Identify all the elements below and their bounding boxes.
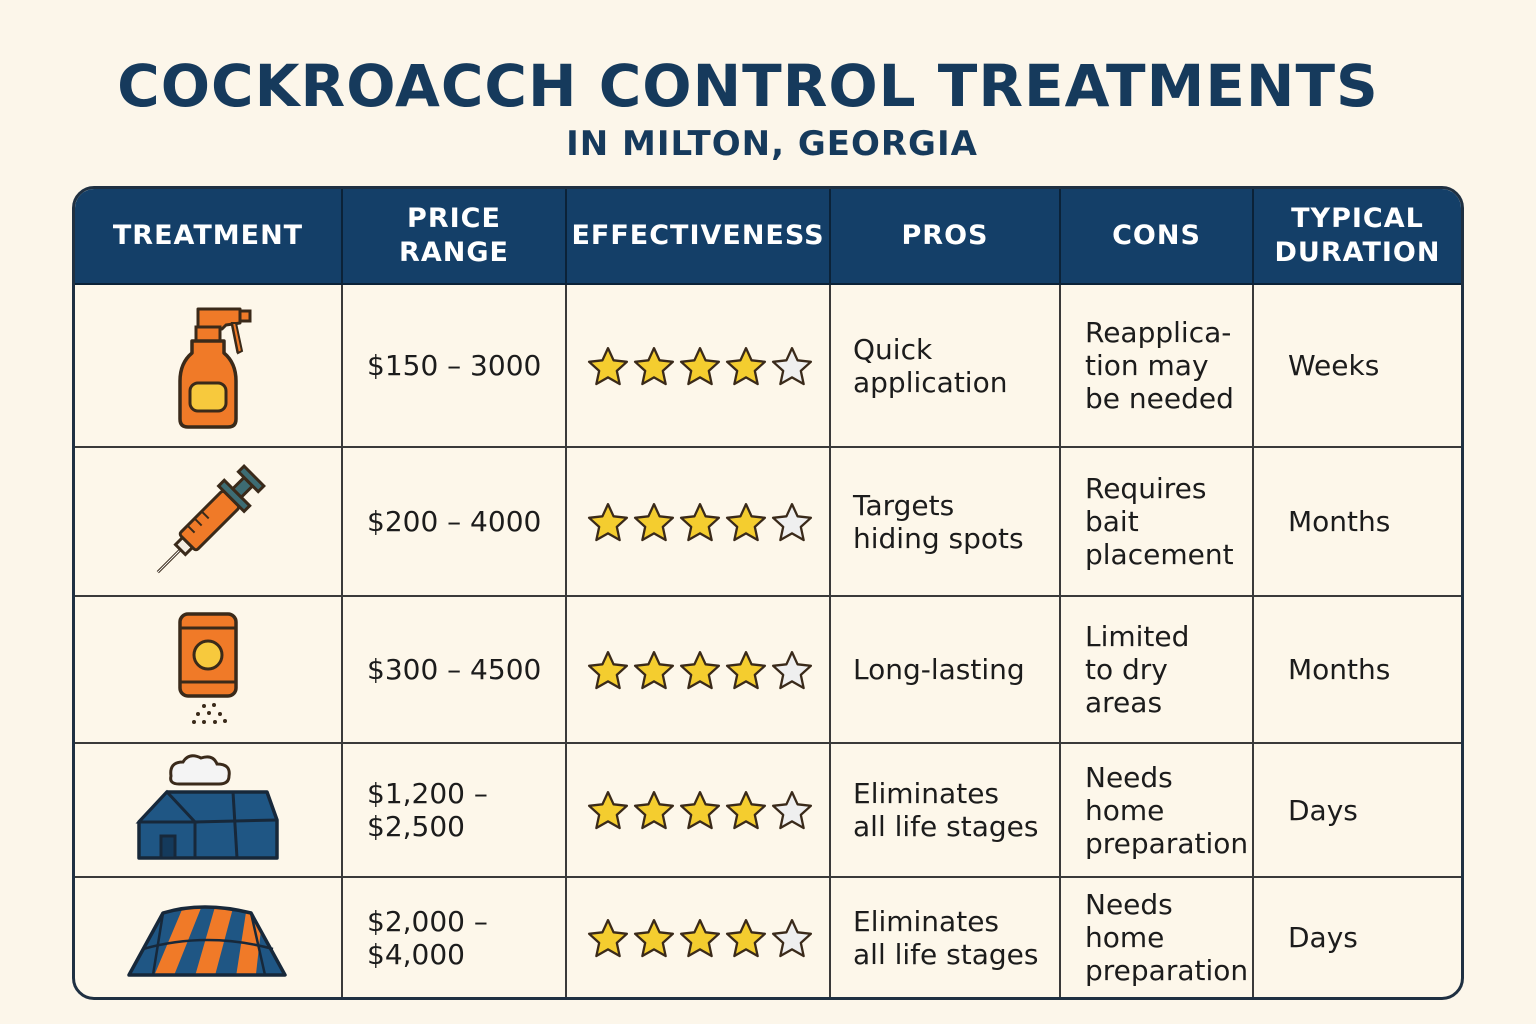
star-filled-icon: [587, 918, 629, 957]
table-row-5-rating: [567, 878, 831, 997]
table-row-3-rating: [567, 597, 831, 744]
star-empty-icon: [771, 346, 813, 385]
star-filled-icon: [679, 502, 721, 541]
table-row-2-duration: Months: [1254, 448, 1461, 597]
table-row-4-rating: [567, 744, 831, 878]
star-filled-icon: [633, 502, 675, 541]
table-row-1-price: $150 – 3000: [343, 285, 567, 448]
header-typical-duration: TYPICAL DURATION: [1254, 189, 1461, 285]
powder-canister-icon: [178, 611, 238, 724]
star-filled-icon: [679, 918, 721, 957]
table-row-3-price: $300 – 4500: [343, 597, 567, 744]
star-empty-icon: [771, 502, 813, 541]
star-filled-icon: [587, 346, 629, 385]
table-row-3-cons: Limited to dry areas: [1061, 597, 1254, 744]
table-row-1-treatment: [75, 285, 343, 448]
header-cons: CONS: [1061, 189, 1254, 285]
table-row-2-rating: [567, 448, 831, 597]
star-empty-icon: [771, 650, 813, 689]
star-filled-icon: [587, 790, 629, 830]
fumigation-house-icon: [135, 754, 279, 860]
header-price-range: PRICE RANGE: [343, 189, 567, 285]
table-row-5-price: $2,000 – $4,000: [343, 878, 567, 997]
star-filled-icon: [633, 650, 675, 689]
treatments-table: TREATMENT PRICE RANGE EFFECTIVENESS PROS…: [72, 186, 1464, 1000]
table-row-1-rating: [567, 285, 831, 448]
table-row-2-treatment: [75, 448, 343, 597]
star-filled-icon: [633, 346, 675, 385]
table-row-5-treatment: [75, 878, 343, 997]
table-row-4-price: $1,200 – $2,500: [343, 744, 567, 878]
table-row-2-cons: Requires bait placement: [1061, 448, 1254, 597]
table-row-5-pros: Eliminates all life stages: [831, 878, 1061, 997]
table-row-1-duration: Weeks: [1254, 285, 1461, 448]
table-row-4-duration: Days: [1254, 744, 1461, 878]
table-row-4-treatment: [75, 744, 343, 878]
star-filled-icon: [679, 790, 721, 830]
star-empty-icon: [771, 790, 813, 830]
table-row-2-price: $200 – 4000: [343, 448, 567, 597]
header-treatment: TREATMENT: [75, 189, 343, 285]
table-row-5-cons: Needs home preparation: [1061, 878, 1254, 997]
page-title: COCKROACCH CONTROL TREATMENTS: [117, 52, 1379, 120]
table-row-3-treatment: [75, 597, 343, 744]
table-row-1-pros: Quick application: [831, 285, 1061, 448]
header-pros: PROS: [831, 189, 1061, 285]
header-effectiveness: EFFECTIVENESS: [567, 189, 831, 285]
star-filled-icon: [633, 918, 675, 957]
star-filled-icon: [587, 502, 629, 541]
table-row-3-duration: Months: [1254, 597, 1461, 744]
star-filled-icon: [633, 790, 675, 830]
table-row-4-pros: Eliminates all life stages: [831, 744, 1061, 878]
star-filled-icon: [725, 790, 767, 830]
star-filled-icon: [679, 650, 721, 689]
syringe-icon: [156, 463, 266, 573]
star-empty-icon: [771, 918, 813, 957]
table-row-3-pros: Long-lasting: [831, 597, 1061, 744]
tented-house-icon: [127, 904, 287, 977]
star-filled-icon: [679, 346, 721, 385]
table-row-1-cons: Reapplica- tion may be needed: [1061, 285, 1254, 448]
star-filled-icon: [725, 650, 767, 689]
star-filled-icon: [725, 346, 767, 385]
page-subtitle: IN MILTON, GEORGIA: [566, 124, 978, 164]
table-row-2-pros: Targets hiding spots: [831, 448, 1061, 597]
star-filled-icon: [587, 650, 629, 689]
table-row-5-duration: Days: [1288, 921, 1358, 954]
table-row-4-cons: Needs home preparation: [1061, 744, 1254, 878]
star-filled-icon: [725, 918, 767, 957]
spray-bottle-icon: [178, 307, 252, 429]
star-filled-icon: [725, 502, 767, 541]
